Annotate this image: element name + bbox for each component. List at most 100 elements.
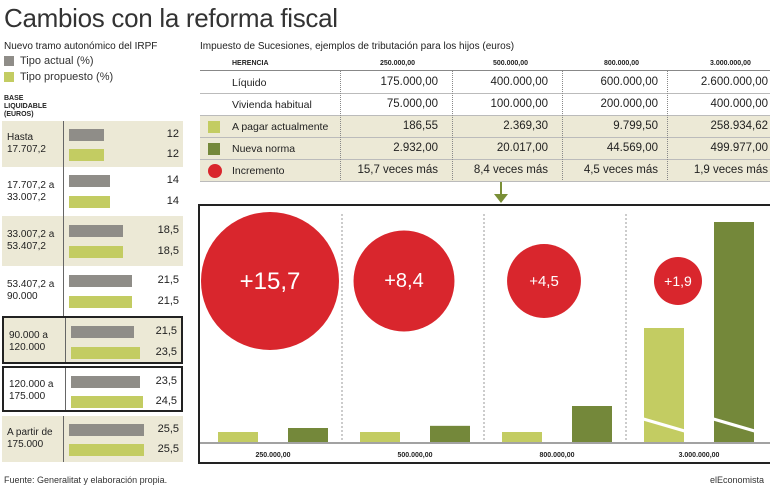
light-green-square-icon bbox=[208, 121, 220, 133]
irpf-range-label: A partir de 175.000 bbox=[7, 427, 53, 450]
table-cell: 9.799,50 bbox=[613, 120, 658, 132]
column-divider bbox=[667, 70, 668, 180]
bar-actual bbox=[71, 326, 135, 338]
source-note: Fuente: Generalitat y elaboración propia… bbox=[4, 475, 168, 485]
table-cell: 2.932,00 bbox=[393, 142, 438, 154]
irpf-row: 17.707,2 a 33.007,2 14 14 bbox=[2, 167, 183, 216]
arrow-stem bbox=[500, 182, 502, 196]
bar-propuesto bbox=[71, 347, 141, 359]
value-propuesto: 14 bbox=[166, 195, 179, 207]
row-divider bbox=[63, 266, 64, 316]
bar-nueva-norma bbox=[430, 425, 470, 442]
table-cell: 75.000,00 bbox=[386, 98, 438, 110]
irpf-range-label: 33.007,2 a 53.407,2 bbox=[7, 229, 55, 252]
irpf-subtitle: Nuevo tramo autonómico del IRPF bbox=[4, 41, 158, 52]
table-cell: 2.600.000,00 bbox=[700, 76, 768, 88]
irpf-range-label: 90.000 a 120.000 bbox=[9, 330, 48, 353]
value-actual: 12 bbox=[166, 128, 179, 140]
bar-propuesto bbox=[71, 396, 144, 408]
sucesiones-chart: +15,7 +8,4 +4,5 +1,9 250.000,00 500.000,00 800… bbox=[198, 204, 770, 464]
value-propuesto: 12 bbox=[166, 148, 179, 160]
x-tick-label: 250.000,00 bbox=[255, 452, 290, 459]
table-cell: 400.000,00 bbox=[490, 76, 548, 88]
value-propuesto: 18,5 bbox=[157, 245, 179, 257]
table-cell: 200.000,00 bbox=[600, 98, 658, 110]
row-label: Vivienda habitual bbox=[232, 99, 312, 111]
irpf-row: 90.000 a 120.000 21,5 23,5 bbox=[2, 316, 183, 364]
bar-propuesto bbox=[69, 149, 105, 161]
bar-actual bbox=[69, 424, 144, 436]
row-label: A pagar actualmente bbox=[232, 121, 329, 133]
table-row: Vivienda habitual 75.000,00 100.000,00 200.… bbox=[200, 94, 770, 116]
bar-actual bbox=[71, 376, 141, 388]
header-col: 500.000,00 bbox=[493, 60, 529, 67]
bar-propuesto bbox=[69, 196, 111, 208]
header-herencia: HERENCIA bbox=[232, 60, 269, 67]
irpf-row: 120.000 a 175.000 23,5 24,5 bbox=[2, 366, 183, 412]
x-tick-label: 800.000,00 bbox=[539, 452, 574, 459]
bar-nueva-norma bbox=[288, 428, 328, 442]
bar-nueva-norma bbox=[572, 406, 612, 442]
header-col: 250.000,00 bbox=[380, 60, 416, 67]
row-label: Nueva norma bbox=[232, 143, 296, 155]
table-row: Nueva norma 2.932,00 20.017,00 44.569,00 499… bbox=[200, 138, 770, 160]
red-circle-icon bbox=[208, 164, 222, 178]
gray-square-icon bbox=[4, 56, 14, 66]
row-divider bbox=[63, 216, 64, 266]
increment-circle bbox=[353, 230, 455, 332]
row-label: Líquido bbox=[232, 77, 267, 89]
increment-label: +4,5 bbox=[529, 273, 559, 290]
bar-a-pagar-actualmente bbox=[644, 328, 684, 442]
bar-a-pagar-actualmente bbox=[360, 432, 400, 442]
brand: elEconomista bbox=[709, 475, 764, 485]
table-cell: 175.000,00 bbox=[380, 76, 438, 88]
axis-break bbox=[639, 416, 689, 434]
x-tick-label: 3.000.000,00 bbox=[679, 452, 720, 459]
bar-actual bbox=[69, 275, 133, 287]
increment-circle bbox=[653, 256, 703, 306]
table-cell: 1,9 veces más bbox=[693, 164, 768, 176]
table-cell: 258.934,62 bbox=[710, 120, 768, 132]
row-divider bbox=[63, 167, 64, 216]
page-title: Cambios con la reforma fiscal bbox=[4, 3, 338, 33]
light-green-square-icon bbox=[4, 72, 14, 82]
table-cell: 499.977,00 bbox=[710, 142, 768, 154]
bar-actual bbox=[69, 129, 105, 141]
irpf-row: 53.407,2 a 90.000 21,5 21,5 bbox=[2, 266, 183, 316]
value-propuesto: 23,5 bbox=[155, 346, 177, 358]
bar-nueva-norma bbox=[714, 222, 754, 442]
table-header: HERENCIA 250.000,00 500.000,00 800.000,0… bbox=[200, 57, 770, 71]
value-propuesto: 24,5 bbox=[155, 395, 177, 407]
value-propuesto: 21,5 bbox=[157, 295, 179, 307]
arrow-down-icon bbox=[494, 194, 508, 203]
table-cell: 2.369,30 bbox=[503, 120, 548, 132]
increment-label: +15,7 bbox=[240, 268, 301, 295]
row-divider bbox=[63, 416, 64, 462]
value-actual: 25,5 bbox=[157, 423, 179, 435]
sucesiones-chart-svg: +15,7 +8,4 +4,5 +1,9 250.000,00 500.000,00 800… bbox=[200, 212, 770, 459]
bar-propuesto bbox=[69, 246, 124, 258]
base-header: BASE LIQUIDABLE (EUROS) bbox=[4, 95, 47, 118]
increment-circle bbox=[507, 244, 581, 318]
irpf-row: 33.007,2 a 53.407,2 18,5 18,5 bbox=[2, 216, 183, 266]
row-divider bbox=[65, 368, 66, 410]
legend-propuesto-label: Tipo propuesto (%) bbox=[20, 71, 114, 83]
bar-propuesto bbox=[69, 296, 133, 308]
irpf-range-label: 120.000 a 175.000 bbox=[9, 379, 54, 402]
bar-actual bbox=[69, 225, 124, 237]
legend-actual-label: Tipo actual (%) bbox=[20, 55, 94, 67]
irpf-range-label: Hasta 17.707,2 bbox=[7, 132, 46, 155]
column-divider bbox=[562, 70, 563, 180]
column-divider bbox=[340, 70, 341, 180]
legend-propuesto: Tipo propuesto (%) bbox=[4, 71, 113, 83]
axis-break bbox=[709, 416, 759, 434]
value-actual: 21,5 bbox=[155, 325, 177, 337]
table-cell: 400.000,00 bbox=[710, 98, 768, 110]
irpf-row: A partir de 175.000 25,5 25,5 bbox=[2, 416, 183, 462]
value-actual: 18,5 bbox=[157, 224, 179, 236]
header-col: 3.000.000,00 bbox=[710, 60, 751, 67]
sucesiones-subtitle: Impuesto de Sucesiones, ejemplos de trib… bbox=[200, 41, 515, 52]
header-col: 800.000,00 bbox=[604, 60, 640, 67]
table-cell: 186,55 bbox=[402, 120, 438, 132]
table-cell: 20.017,00 bbox=[496, 142, 548, 154]
